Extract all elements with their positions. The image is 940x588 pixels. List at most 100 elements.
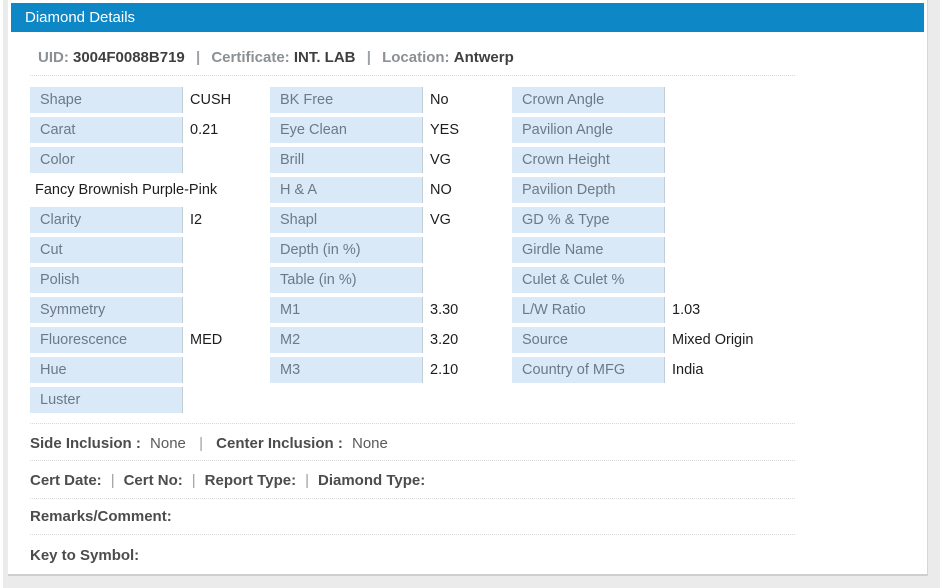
summary-separator: | [366, 49, 371, 66]
field-label: M3 [270, 357, 423, 383]
field-label: Clarity [30, 207, 183, 233]
table-row: H & A NO [270, 177, 512, 203]
summary-line: UID: 3004F0088B719 | Certificate: INT. L… [30, 32, 795, 76]
field-label: Table (in %) [270, 267, 423, 293]
cert-field-label: Diamond Type: [317, 472, 426, 489]
table-row: Fancy Brownish Purple-Pink [35, 182, 218, 198]
location-label: Location: [382, 49, 450, 66]
field-label: Color [30, 147, 183, 173]
field-label: GD % & Type [512, 207, 665, 233]
table-row: Depth (in %) [270, 237, 512, 263]
table-row: Culet & Culet % [512, 267, 795, 293]
table-row: Color [30, 147, 270, 173]
table-row: Luster [30, 387, 270, 413]
summary-separator: | [195, 49, 201, 66]
table-row: Crown Angle [512, 87, 795, 113]
field-label: Crown Angle [512, 87, 665, 113]
center-inclusion-label: Center Inclusion : [216, 435, 343, 452]
details-column-2: BK Free No Eye Clean YES Brill VG H & A NO Shapl… [270, 87, 512, 417]
field-value: VG [430, 152, 451, 168]
field-label: Shapl [270, 207, 423, 233]
table-row: M1 3.30 [270, 297, 512, 323]
table-row: Fluorescence MED [30, 327, 270, 353]
field-label: Eye Clean [270, 117, 423, 143]
table-row: Table (in %) [270, 267, 512, 293]
cert-field-label: Cert No: [123, 472, 183, 489]
bottom-section: Side Inclusion : None | Center Inclusion… [30, 423, 795, 564]
location-value: Antwerp [453, 49, 514, 66]
field-value: No [430, 92, 449, 108]
field-label: Culet & Culet % [512, 267, 665, 293]
field-label: Pavilion Angle [512, 117, 665, 143]
table-row: Pavilion Depth [512, 177, 795, 203]
table-row: Polish [30, 267, 270, 293]
field-label: L/W Ratio [512, 297, 665, 323]
field-value: Mixed Origin [672, 332, 754, 348]
side-inclusion-label: Side Inclusion : [30, 435, 141, 452]
table-row: Girdle Name [512, 237, 795, 263]
field-label: Symmetry [30, 297, 183, 323]
cert-field-label: Report Type: [204, 472, 297, 489]
table-row: Cut [30, 237, 270, 263]
table-row: Shape CUSH [30, 87, 270, 113]
field-label: Pavilion Depth [512, 177, 665, 203]
cert-separator: | [191, 472, 196, 489]
field-label: Fluorescence [30, 327, 183, 353]
field-value: 2.10 [430, 362, 459, 378]
remarks-label: Remarks/Comment: [30, 508, 172, 525]
key-to-symbol-value [139, 547, 144, 564]
table-row: Source Mixed Origin [512, 327, 795, 353]
certificate-value: INT. LAB [293, 49, 356, 66]
table-row: Country of MFG India [512, 357, 795, 383]
panel-titlebar: Diamond Details [11, 3, 924, 32]
remarks-value [172, 508, 177, 525]
table-row: Eye Clean YES [270, 117, 512, 143]
field-value: YES [430, 122, 460, 138]
table-row: GD % & Type [512, 207, 795, 233]
field-label: BK Free [270, 87, 423, 113]
table-row: Hue [30, 357, 270, 383]
field-label: H & A [270, 177, 423, 203]
field-value: NO [430, 182, 452, 198]
field-label: Country of MFG [512, 357, 665, 383]
field-label: Depth (in %) [270, 237, 423, 263]
table-row: Symmetry [30, 297, 270, 323]
field-value: I2 [190, 212, 203, 228]
table-row: Brill VG [270, 147, 512, 173]
key-to-symbol-line: Key to Symbol: [30, 534, 795, 564]
diamond-details-panel: Diamond Details UID: 3004F0088B719 | Cer… [8, 0, 928, 576]
field-value: 1.03 [672, 302, 701, 318]
field-value: 0.21 [190, 122, 219, 138]
field-label: Crown Height [512, 147, 665, 173]
cert-separator: | [305, 472, 309, 489]
table-row: BK Free No [270, 87, 512, 113]
field-value: VG [430, 212, 451, 228]
panel-title: Diamond Details [25, 9, 136, 26]
key-to-symbol-label: Key to Symbol: [30, 547, 140, 564]
page-left-strip [0, 0, 3, 588]
remarks-line: Remarks/Comment: [30, 498, 795, 534]
certificate-line: Cert Date: | Cert No: | Report Type: | Diamond… [30, 460, 795, 498]
uid-value: 3004F0088B719 [73, 49, 185, 66]
inclusion-line: Side Inclusion : None | Center Inclusion… [30, 423, 795, 460]
field-label: Hue [30, 357, 183, 383]
field-label: Shape [30, 87, 183, 113]
table-row: Pavilion Angle [512, 117, 795, 143]
uid-label: UID: [38, 49, 69, 66]
center-inclusion-value: None [352, 435, 388, 452]
field-value: MED [190, 332, 223, 348]
field-label: Girdle Name [512, 237, 665, 263]
details-column-1: Shape CUSH Carat 0.21 Color Fancy Brownish Pu… [30, 87, 270, 417]
field-value: 3.30 [430, 302, 459, 318]
details-table: Shape CUSH Carat 0.21 Color Fancy Brownish Pu… [30, 87, 795, 417]
table-row: M2 3.20 [270, 327, 512, 353]
certificate-label: Certificate: [211, 49, 290, 66]
table-row: L/W Ratio 1.03 [512, 297, 795, 323]
inclusion-separator: | [199, 435, 203, 452]
table-row: M3 2.10 [270, 357, 512, 383]
table-row: Clarity I2 [30, 207, 270, 233]
side-inclusion-value: None [150, 435, 186, 452]
table-row: Carat 0.21 [30, 117, 270, 143]
table-row: Crown Height [512, 147, 795, 173]
table-row: Shapl VG [270, 207, 512, 233]
